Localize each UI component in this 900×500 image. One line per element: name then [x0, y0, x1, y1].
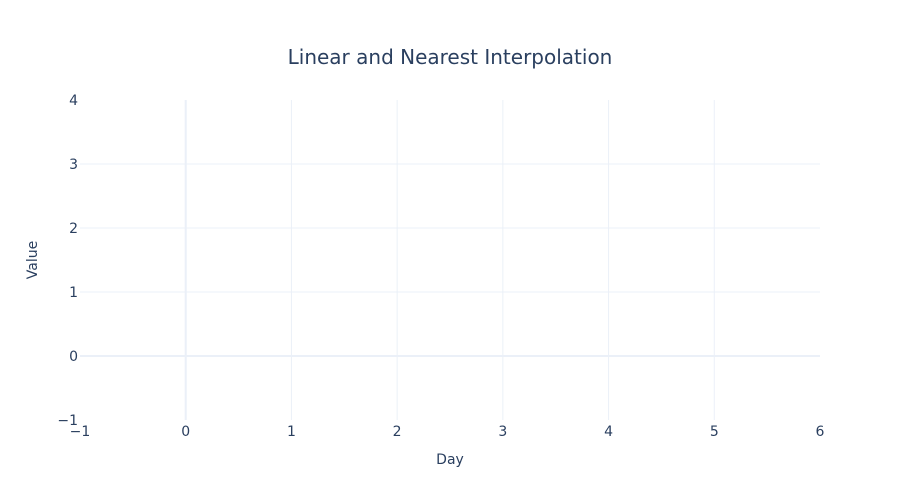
zero-lines [80, 100, 820, 420]
x-tick-label: 5 [710, 424, 719, 440]
y-tick-label: −1 [57, 413, 78, 429]
y-axis-title: Value [25, 241, 41, 279]
x-tick-label: 2 [393, 424, 402, 440]
x-tick-label: 3 [498, 424, 507, 440]
y-tick-label: 4 [69, 93, 78, 109]
x-tick-label: 1 [287, 424, 296, 440]
x-tick-labels: −1 0 1 2 3 4 5 6 [70, 424, 825, 440]
y-tick-label: 0 [69, 349, 78, 365]
chart-title: Linear and Nearest Interpolation [288, 45, 613, 69]
x-gridlines [290, 100, 715, 420]
x-tick-label: −1 [70, 424, 91, 440]
y-gridlines [80, 163, 820, 293]
x-tick-label: 4 [604, 424, 613, 440]
x-tick-label: 6 [816, 424, 825, 440]
y-tick-label: 3 [69, 157, 78, 173]
y-tick-labels: −1 0 1 2 3 4 [57, 93, 78, 429]
y-tick-label: 1 [69, 285, 78, 301]
x-axis-title: Day [436, 452, 464, 468]
y-tick-label: 2 [69, 221, 78, 237]
x-tick-label: 0 [181, 424, 190, 440]
